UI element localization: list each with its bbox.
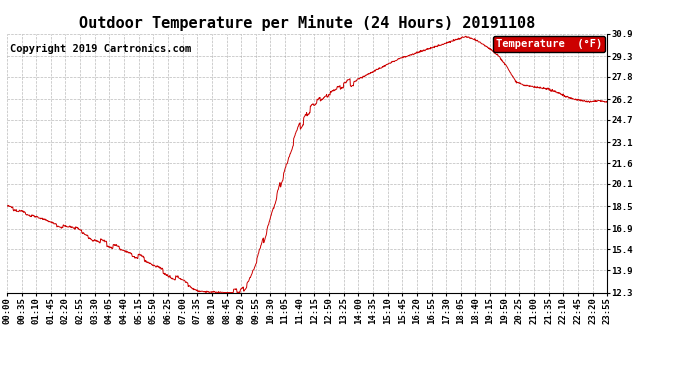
Title: Outdoor Temperature per Minute (24 Hours) 20191108: Outdoor Temperature per Minute (24 Hours…: [79, 15, 535, 31]
Legend: Temperature  (°F): Temperature (°F): [493, 36, 605, 52]
Text: Copyright 2019 Cartronics.com: Copyright 2019 Cartronics.com: [10, 44, 191, 54]
